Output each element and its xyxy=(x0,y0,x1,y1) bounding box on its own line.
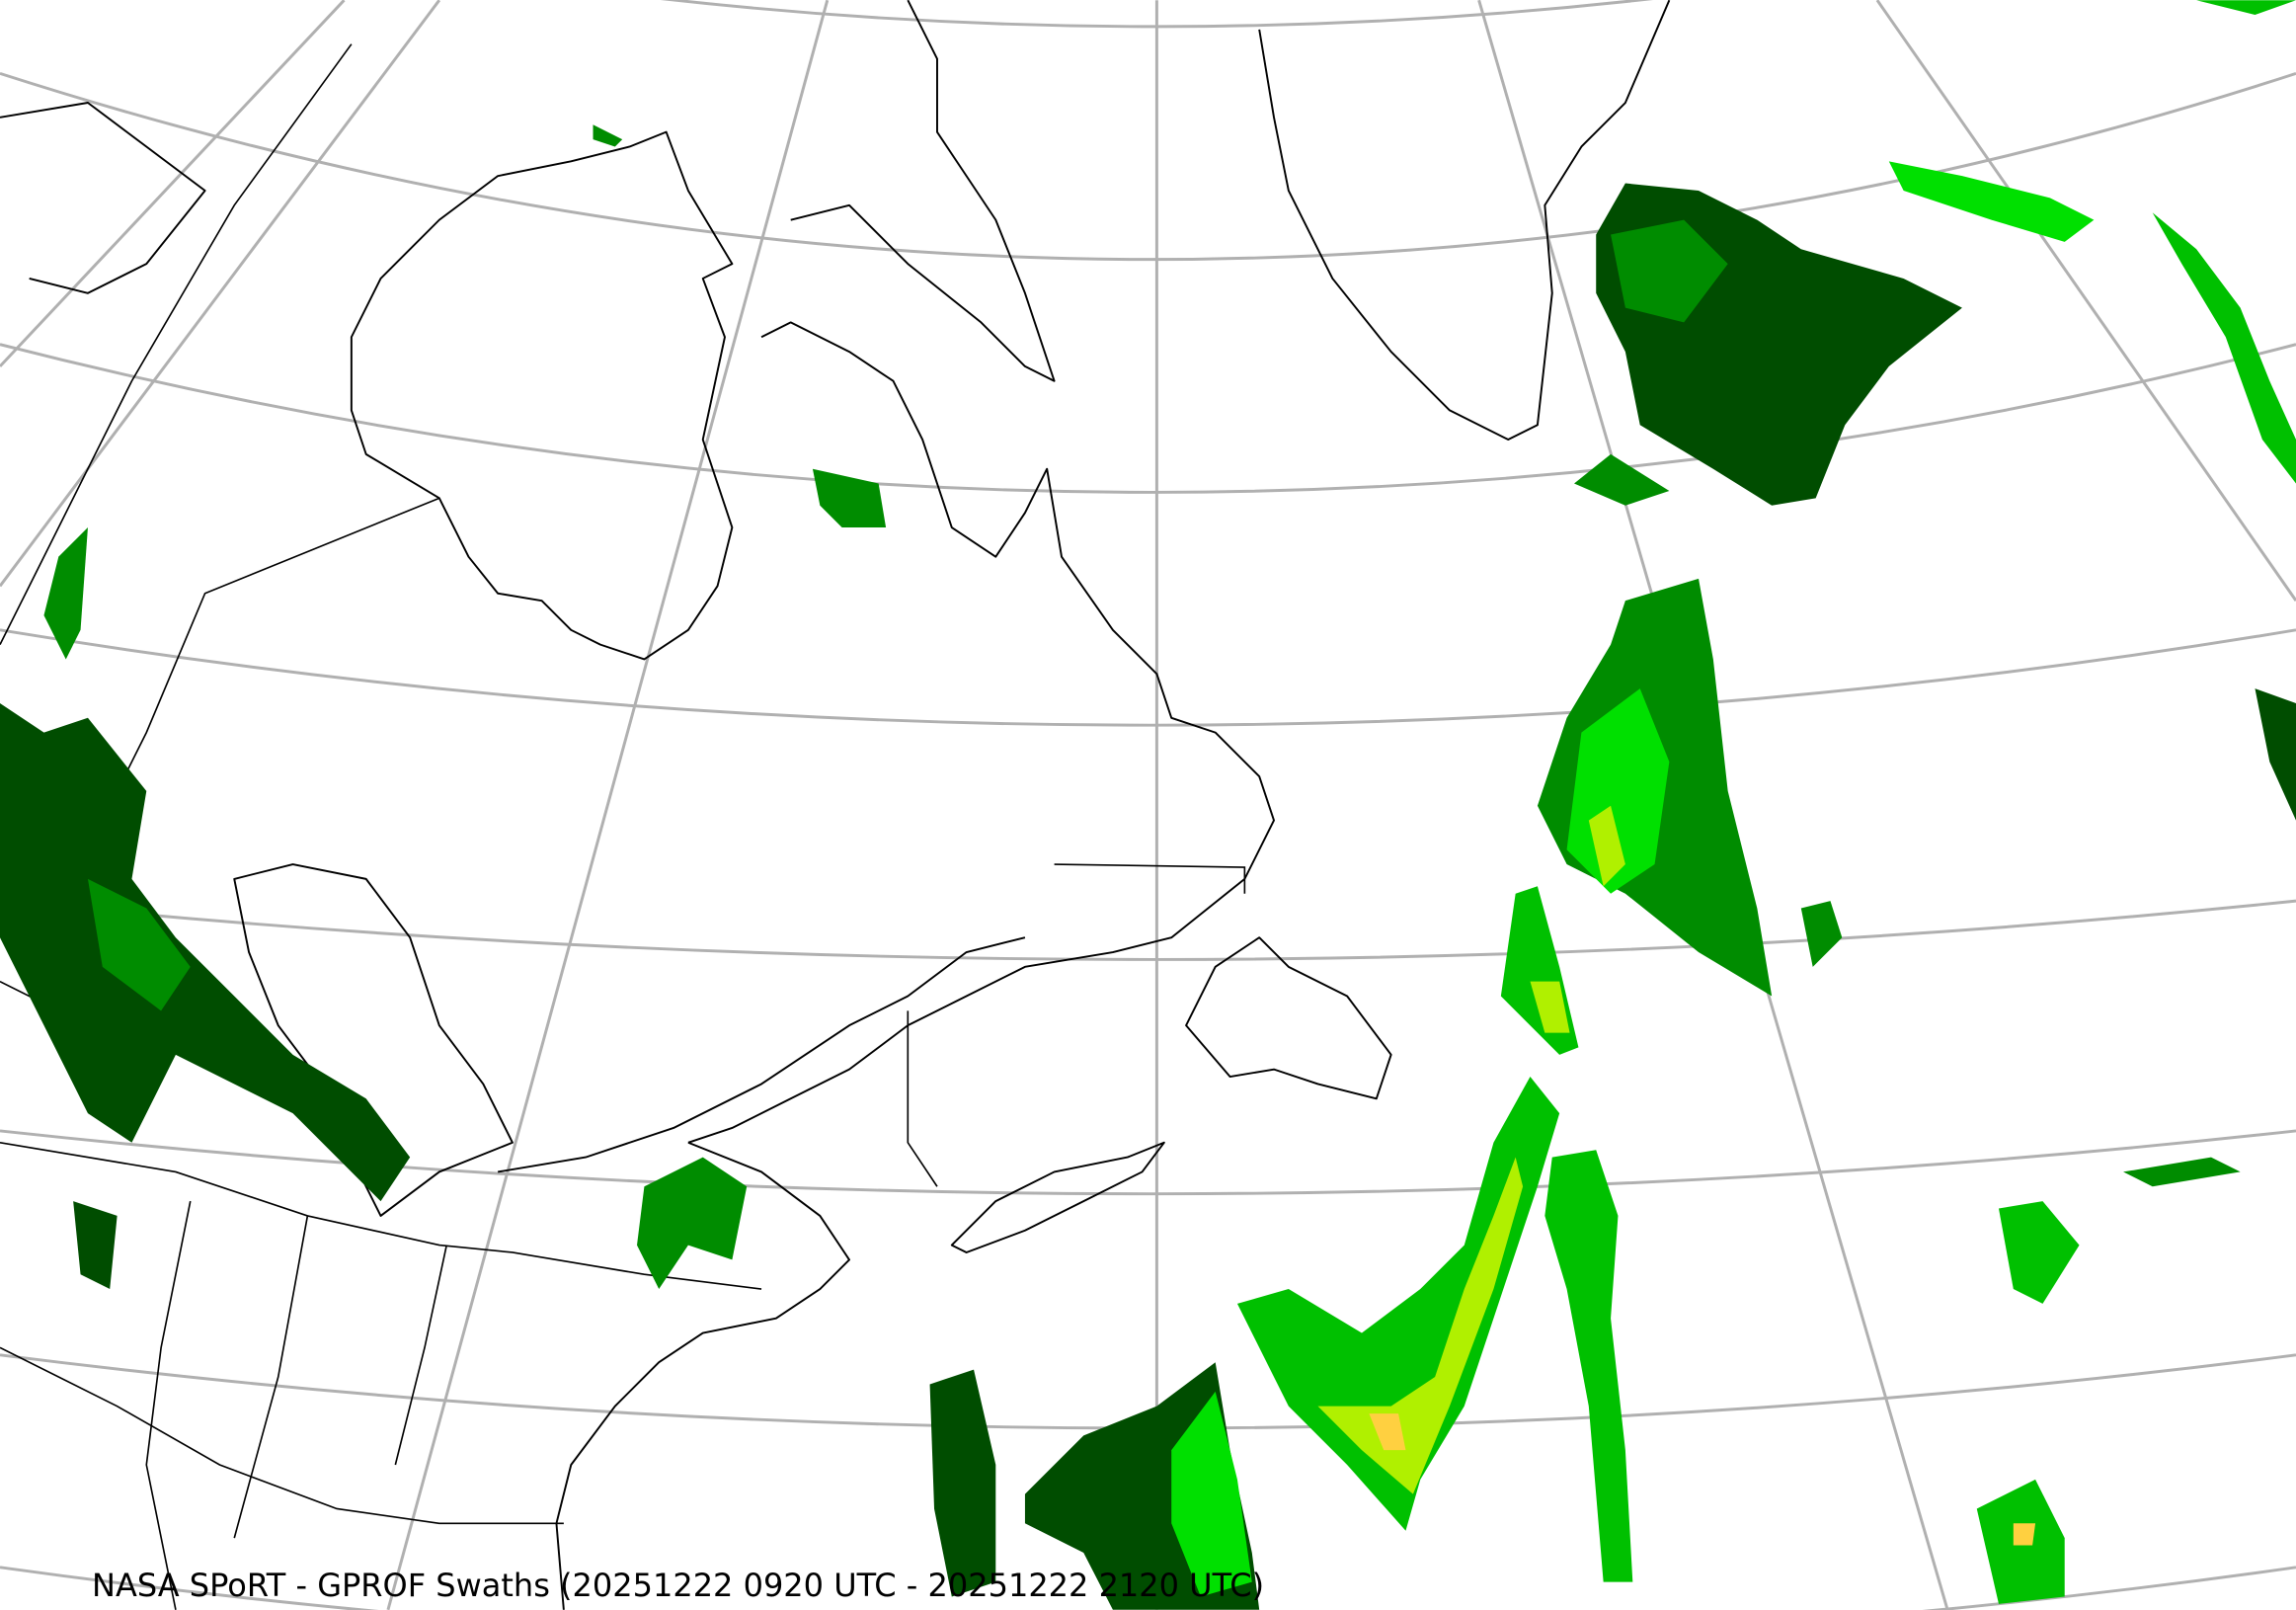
precip-east-band xyxy=(2123,1157,2241,1187)
hudson-bay-coast xyxy=(350,130,734,661)
precip-offshore-us-core xyxy=(1171,1391,1252,1597)
latitude-line xyxy=(0,628,2296,727)
precip-quebec xyxy=(812,468,887,528)
nova-scotia-coast xyxy=(950,1141,1165,1253)
labrador-coast xyxy=(687,321,1275,1144)
state-border xyxy=(0,1346,564,1525)
precip-atlantic-band xyxy=(1544,1150,1633,1582)
coastlines xyxy=(0,0,1671,1610)
longitude-line xyxy=(386,0,830,1610)
state-border xyxy=(145,1200,192,1610)
longitude-line xyxy=(0,0,441,588)
state-border xyxy=(394,1245,448,1466)
baffin-coast xyxy=(790,0,1056,382)
quebec-labrador-border xyxy=(1054,863,1246,894)
precip-quebec-2 xyxy=(1573,453,1670,506)
province-border xyxy=(0,43,353,646)
precip-mid-atlantic xyxy=(1998,1201,2080,1304)
latitude-line xyxy=(0,71,2296,262)
precip-midwest xyxy=(73,1201,118,1290)
precip-greenland-north xyxy=(2196,0,2296,16)
precip-labrador-sea-core xyxy=(1566,688,1670,894)
latitude-line xyxy=(0,343,2296,494)
state-border xyxy=(233,1215,309,1539)
us-east-coast xyxy=(555,1141,850,1610)
greenland-coast xyxy=(1258,0,1671,442)
precip-east-greenland xyxy=(2152,212,2296,484)
political-borders xyxy=(0,43,1246,1610)
map-caption: NASA SPoRT - GPROF Swaths (20251222 0920… xyxy=(92,1567,1265,1604)
precip-canada-west xyxy=(43,527,88,660)
precip-azores-core xyxy=(2013,1523,2036,1546)
precip-great-lakes xyxy=(0,702,411,1202)
precip-atlantic-front-core xyxy=(1317,1157,1524,1494)
precip-strip-core xyxy=(1530,981,1570,1033)
latitude-line xyxy=(0,899,2296,961)
precip-greenland-sea-2 xyxy=(1611,219,1728,323)
precip-offshore-strip xyxy=(929,1369,996,1597)
quebec-border xyxy=(907,1010,938,1187)
state-border xyxy=(0,1141,762,1290)
precip-atlantic-front xyxy=(1236,1077,1560,1531)
precip-atlantic-front-peak xyxy=(1369,1413,1406,1451)
precip-great-lakes-core xyxy=(87,878,191,1011)
st-lawrence-coast xyxy=(497,936,1026,1173)
precip-new-england xyxy=(637,1157,748,1290)
precip-iceland xyxy=(1800,901,1843,967)
longitude-line xyxy=(1875,0,2296,603)
precip-baffin xyxy=(593,124,623,147)
great-lakes-coast xyxy=(233,863,514,1217)
precip-arctic-band xyxy=(1888,161,2095,242)
precip-southeast-band xyxy=(2255,688,2296,821)
precip-labrador-sea-peak xyxy=(1588,805,1625,887)
newfoundland-coast xyxy=(1185,936,1392,1100)
longitude-line xyxy=(0,0,346,367)
arctic-islands-coast xyxy=(0,102,206,294)
